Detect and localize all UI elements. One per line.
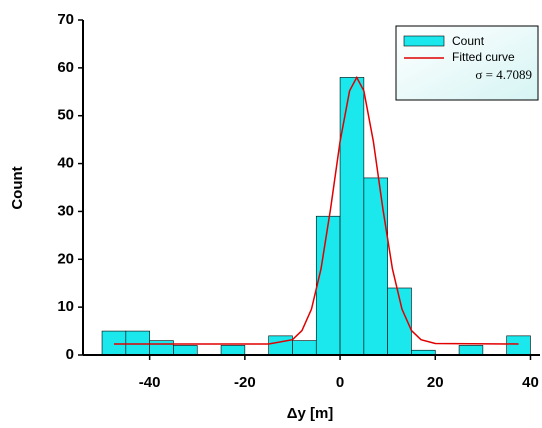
annotation: σ = 4.7089 [475,67,532,82]
bar [149,340,174,356]
bar [101,330,127,356]
x-axis-label: Δy [m] [287,405,334,422]
x-tick-label: 0 [336,374,344,391]
bar [315,215,341,356]
legend: Count Fitted curve σ = 4.7089 [395,25,539,101]
y-tick-label: 50 [57,107,74,124]
y-tick-label: 30 [57,202,74,219]
y-tick-label: 20 [57,250,74,267]
bar [363,177,388,356]
x-tick-label: -40 [139,374,161,391]
bar [458,345,484,356]
y-tick-label: 40 [57,155,74,172]
legend-swatch [403,35,445,47]
y-tick-label: 70 [57,11,74,28]
y-tick-label: 0 [66,346,74,363]
y-axis-label: Count [9,166,26,209]
y-tick-label: 60 [57,59,74,76]
bar [268,335,293,356]
legend-label: Fitted curve [452,50,515,64]
x-tick-label: -20 [234,374,256,391]
x-tick-label: 20 [427,374,444,391]
bar [292,340,317,356]
x-tick-label: 40 [522,374,539,391]
bar [220,345,246,356]
fitted-curve [113,75,519,345]
y-tick-label: 10 [57,298,74,315]
bar [125,330,150,356]
bar [173,345,198,356]
bar [506,335,531,356]
legend-label: Count [452,34,485,48]
